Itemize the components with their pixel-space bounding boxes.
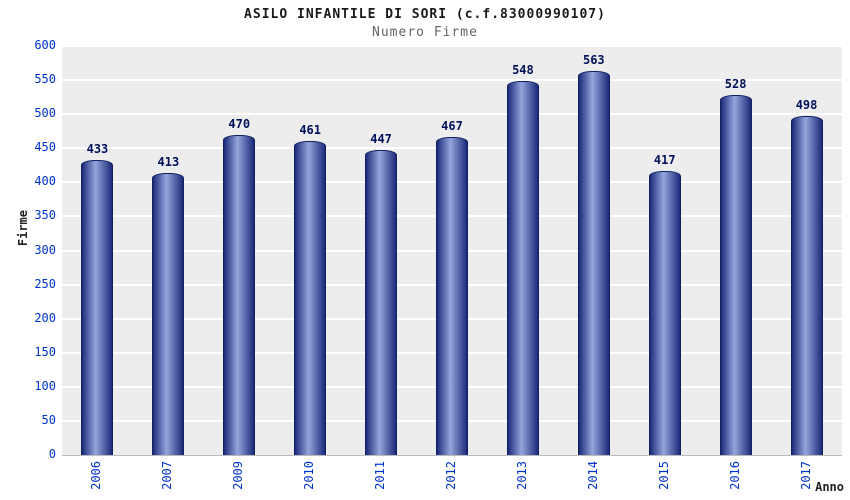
y-tick-label: 500 [34, 106, 56, 121]
bar-value-label: 467 [441, 119, 463, 133]
bar-value-label: 563 [582, 53, 605, 67]
y-tick-label: 250 [34, 276, 56, 291]
y-tick-label: 450 [34, 140, 56, 155]
x-tick-label: 2011 [373, 461, 388, 490]
bar-value-label: 417 [653, 153, 676, 167]
bar [436, 137, 468, 455]
bar [152, 173, 184, 455]
x-tick-label: 2016 [727, 461, 742, 490]
bar [578, 71, 610, 455]
x-tick-label: 2007 [160, 461, 175, 490]
x-tick-label: 2012 [444, 461, 458, 490]
bar-value-label: 470 [228, 117, 251, 131]
x-tick-label: 2017 [798, 461, 813, 490]
bar [365, 150, 397, 455]
bar-value-label: 413 [157, 155, 180, 169]
bar [720, 95, 752, 455]
x-tick-label: 2010 [302, 461, 317, 490]
x-tick-label: 2006 [89, 461, 104, 490]
x-axis-label: Anno [815, 480, 844, 494]
chart-title: ASILO INFANTILE DI SORI (c.f.83000990107… [244, 7, 606, 22]
gridline [62, 79, 842, 82]
y-tick-label: 550 [34, 72, 56, 87]
x-tick-label: 2013 [514, 461, 529, 490]
x-tick-label: 2009 [231, 461, 246, 490]
y-tick-label: 50 [41, 412, 56, 427]
bar [223, 135, 255, 455]
chart-subtitle: Numero Firme [372, 25, 478, 40]
bar [81, 160, 113, 455]
bar-value-label: 461 [299, 123, 322, 137]
bar-value-label: 447 [370, 132, 392, 146]
y-tick-label: 350 [34, 208, 56, 223]
y-tick-label: 0 [48, 447, 56, 461]
y-tick-label: 150 [34, 344, 56, 359]
gridline [62, 113, 842, 116]
bar-value-label: 498 [795, 98, 818, 112]
x-tick-label: 2015 [656, 461, 671, 490]
y-tick-label: 200 [34, 310, 56, 325]
y-tick-label: 100 [34, 378, 56, 393]
gridline [62, 45, 842, 47]
y-tick-label: 300 [34, 242, 56, 257]
bar [649, 171, 681, 455]
y-tick-label: 400 [34, 174, 56, 189]
bar [294, 141, 326, 455]
bar [791, 116, 823, 455]
y-tick-label: 600 [34, 38, 56, 52]
bar-value-label: 528 [724, 77, 747, 91]
plot-area [62, 45, 842, 456]
bar-value-label: 433 [86, 142, 109, 156]
bar [507, 81, 539, 455]
bar-value-label: 548 [512, 63, 534, 77]
x-tick-label: 2014 [585, 461, 600, 490]
